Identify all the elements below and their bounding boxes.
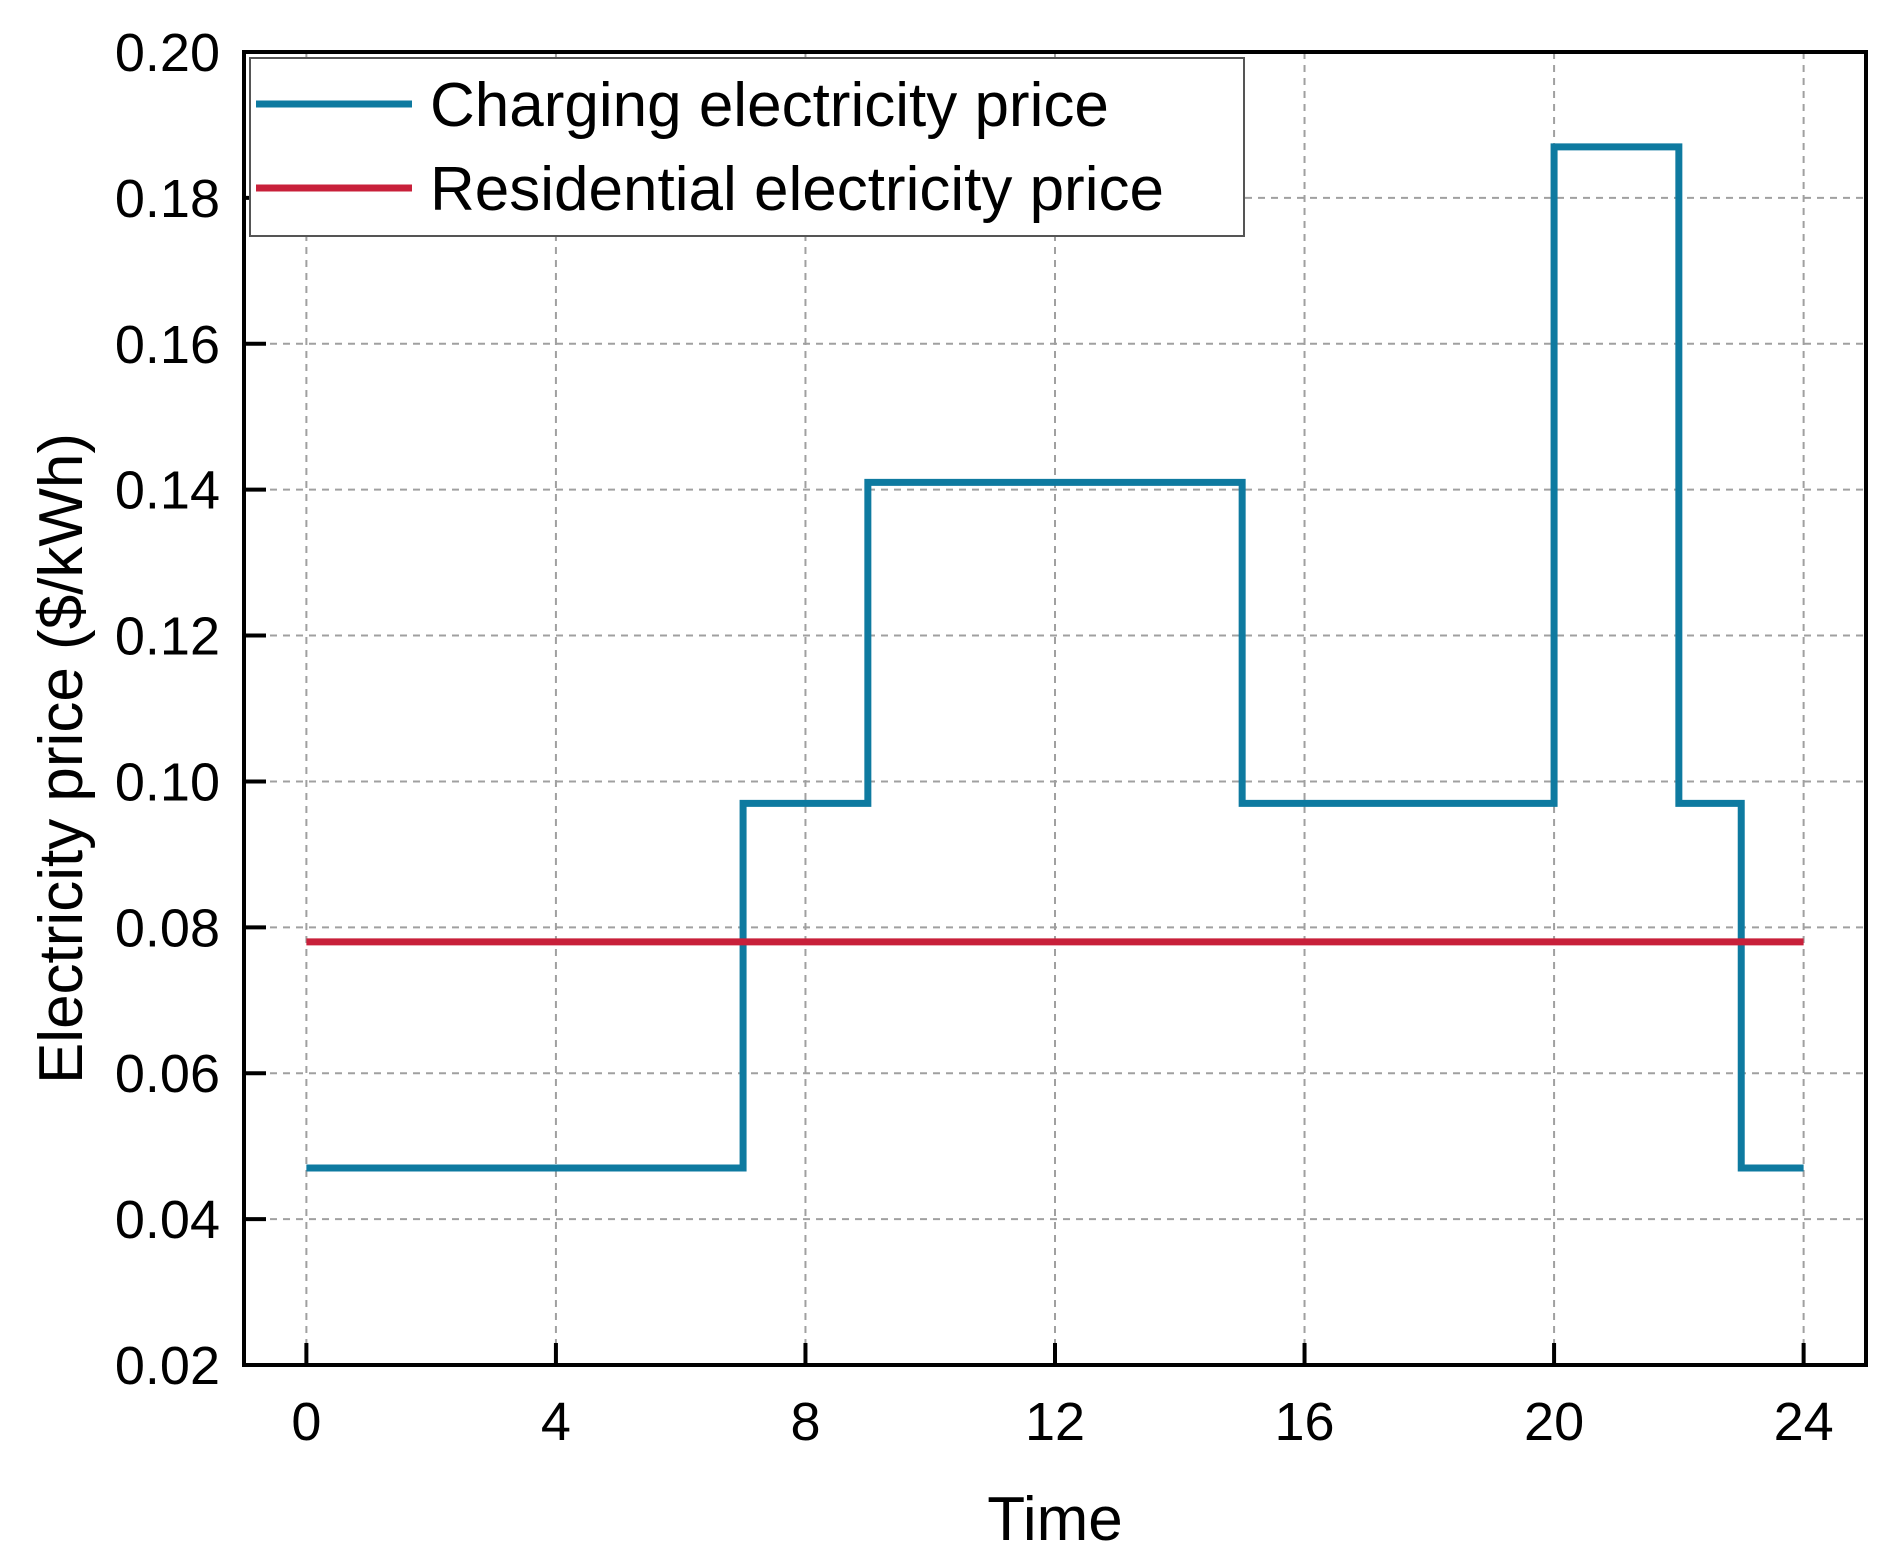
legend-label: Residential electricity price [430, 155, 1164, 224]
plot-frame [242, 50, 1868, 1367]
grid-layer [244, 52, 1866, 1365]
legend-box [249, 57, 1245, 237]
x-tick-label: 16 [1274, 1392, 1334, 1452]
legend: Charging electricity price Residential el… [249, 57, 1245, 237]
y-tick-label: 0.10 [115, 752, 220, 812]
legend-label: Charging electricity price [430, 71, 1109, 140]
axes-layer: 0 4 8 12 16 20 24 0.02 0.04 0.06 0.08 0.10 0.12 0.14 0… [115, 23, 1868, 1452]
y-tick-label: 0.20 [115, 23, 220, 83]
y-tick-label: 0.16 [115, 315, 220, 375]
x-tick-label: 8 [790, 1392, 820, 1452]
y-axis-title: Electricity price ($/kWh) [27, 433, 96, 1084]
x-axis-title: Time [987, 1485, 1122, 1554]
x-tick-label: 24 [1774, 1392, 1834, 1452]
y-tick-label: 0.02 [115, 1336, 220, 1396]
x-tick-label: 20 [1524, 1392, 1584, 1452]
y-tick-label: 0.06 [115, 1044, 220, 1104]
y-tick-label: 0.08 [115, 898, 220, 958]
series-line [306, 143, 1804, 1172]
y-tick-label: 0.12 [115, 607, 220, 667]
y-tick-label: 0.14 [115, 461, 220, 521]
y-tick-label: 0.04 [115, 1190, 220, 1250]
y-tick-label: 0.18 [115, 169, 220, 229]
x-tick-label: 4 [541, 1392, 571, 1452]
series-layer [306, 143, 1804, 1172]
x-tick-label: 12 [1025, 1392, 1085, 1452]
x-tick-label: 0 [291, 1392, 321, 1452]
